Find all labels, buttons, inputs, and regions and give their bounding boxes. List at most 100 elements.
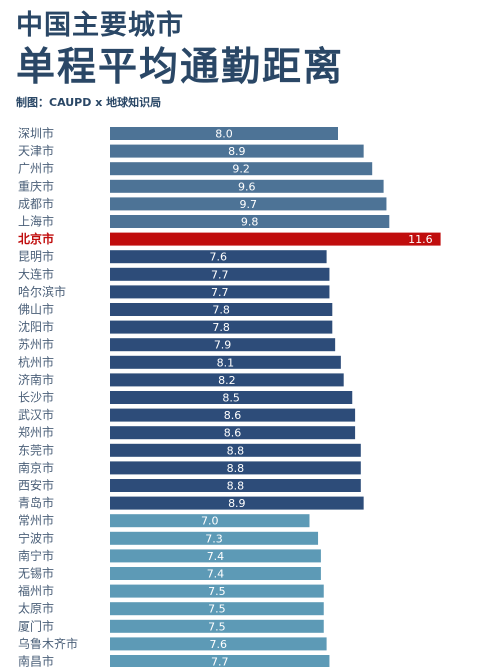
category-label: 宁波市	[18, 530, 54, 545]
value-label: 8.8	[227, 480, 245, 493]
value-label: 7.6	[210, 251, 228, 264]
bar	[110, 215, 390, 228]
category-label: 无锡市	[18, 566, 54, 581]
bar-row: 济南市 8.2	[18, 372, 344, 387]
value-label: 7.0	[201, 515, 219, 528]
value-label: 11.6	[408, 233, 433, 246]
value-label: 8.8	[227, 462, 245, 475]
value-label: 7.6	[210, 638, 228, 651]
category-label: 沈阳市	[18, 319, 54, 334]
value-label: 8.9	[228, 497, 246, 510]
value-label: 7.5	[208, 585, 226, 598]
bar	[110, 443, 361, 457]
bar	[110, 426, 356, 440]
category-label: 佛山市	[18, 302, 54, 317]
bar	[110, 179, 384, 193]
chart-title-line2: 单程平均通勤距离	[16, 45, 345, 90]
value-label: 7.7	[211, 268, 229, 281]
bar-row: 成都市 9.7	[18, 196, 387, 211]
bar	[110, 567, 321, 580]
bar	[110, 197, 387, 211]
category-label: 北京市	[18, 231, 54, 246]
value-label: 8.6	[224, 427, 242, 440]
bar	[110, 531, 319, 545]
bar	[110, 144, 364, 158]
bar-row: 南京市 8.8	[18, 460, 361, 475]
category-label: 福州市	[18, 583, 54, 598]
category-label: 厦门市	[18, 618, 54, 633]
category-label: 昆明市	[18, 249, 54, 264]
value-label: 9.7	[239, 198, 257, 211]
bar	[110, 655, 330, 667]
category-label: 西安市	[18, 478, 54, 493]
category-label: 重庆市	[18, 178, 54, 193]
bar-row: 深圳市 8.0	[18, 126, 338, 141]
bar-row: 太原市 7.5	[18, 601, 324, 616]
category-label: 深圳市	[18, 126, 54, 141]
chart-title-line1: 中国主要城市	[16, 10, 184, 41]
bar	[110, 602, 324, 616]
value-label: 7.8	[212, 321, 230, 334]
chart-credit: 制图：CAUPD x 地球知识局	[16, 96, 162, 109]
bar	[110, 479, 361, 492]
category-label: 上海市	[18, 214, 54, 229]
value-label: 7.3	[205, 532, 223, 545]
bar-row: 青岛市 8.9	[18, 495, 364, 510]
bar-row: 长沙市 8.5	[18, 390, 353, 405]
category-label: 南京市	[18, 460, 54, 475]
category-label: 大连市	[18, 266, 54, 281]
bar	[110, 373, 344, 387]
bar-row: 苏州市 7.9	[18, 337, 336, 352]
value-label: 7.4	[207, 568, 225, 581]
category-label: 南昌市	[18, 654, 54, 667]
chart-header: 中国主要城市 单程平均通勤距离 制图：CAUPD x 地球知识局	[16, 10, 344, 110]
category-label: 武汉市	[18, 407, 54, 422]
category-label: 常州市	[18, 513, 54, 528]
bar	[110, 584, 324, 598]
bar	[110, 320, 333, 334]
bar-row: 杭州市 8.1	[18, 354, 341, 369]
bar-row: 厦门市 7.5	[18, 618, 324, 633]
bar	[110, 461, 361, 475]
bar	[110, 303, 333, 316]
bar-row: 佛山市 7.8	[18, 302, 333, 317]
value-label: 8.9	[228, 145, 246, 158]
bar-row: 上海市 9.8	[18, 214, 390, 229]
bar	[110, 549, 321, 563]
bar-row: 重庆市 9.6	[18, 178, 384, 193]
bar-row: 南昌市 7.7	[18, 654, 330, 667]
bar	[110, 637, 327, 651]
value-label: 8.5	[222, 392, 240, 405]
bar-row: 无锡市 7.4	[18, 566, 321, 581]
category-label: 哈尔滨市	[18, 284, 66, 299]
bar	[110, 496, 364, 510]
category-label: 郑州市	[18, 425, 54, 440]
bar	[110, 514, 310, 528]
category-label: 天津市	[18, 143, 54, 158]
bar-row: 乌鲁木齐市 7.6	[18, 636, 327, 651]
bar	[110, 338, 336, 352]
category-label: 东莞市	[18, 442, 54, 457]
category-label: 乌鲁木齐市	[18, 636, 78, 651]
value-label: 7.7	[211, 656, 229, 667]
value-label: 7.8	[212, 304, 230, 317]
bar	[110, 408, 356, 422]
bar-row: 哈尔滨市 7.7	[18, 284, 330, 299]
value-label: 8.2	[218, 374, 236, 387]
value-label: 9.8	[241, 216, 259, 229]
category-label: 青岛市	[18, 495, 54, 510]
bar-row: 南宁市 7.4	[18, 548, 321, 563]
category-label: 杭州市	[18, 354, 54, 369]
category-label: 成都市	[18, 196, 54, 211]
bar-row: 大连市 7.7	[18, 266, 330, 281]
bar-row: 西安市 8.8	[18, 478, 361, 493]
value-label: 7.9	[214, 339, 232, 352]
bar-row: 昆明市 7.6	[18, 249, 327, 264]
bar-row: 宁波市 7.3	[18, 530, 319, 545]
bar	[110, 285, 330, 299]
category-label: 长沙市	[18, 390, 54, 405]
value-label: 7.5	[208, 603, 226, 616]
category-label: 苏州市	[18, 337, 54, 352]
bar	[110, 267, 330, 281]
